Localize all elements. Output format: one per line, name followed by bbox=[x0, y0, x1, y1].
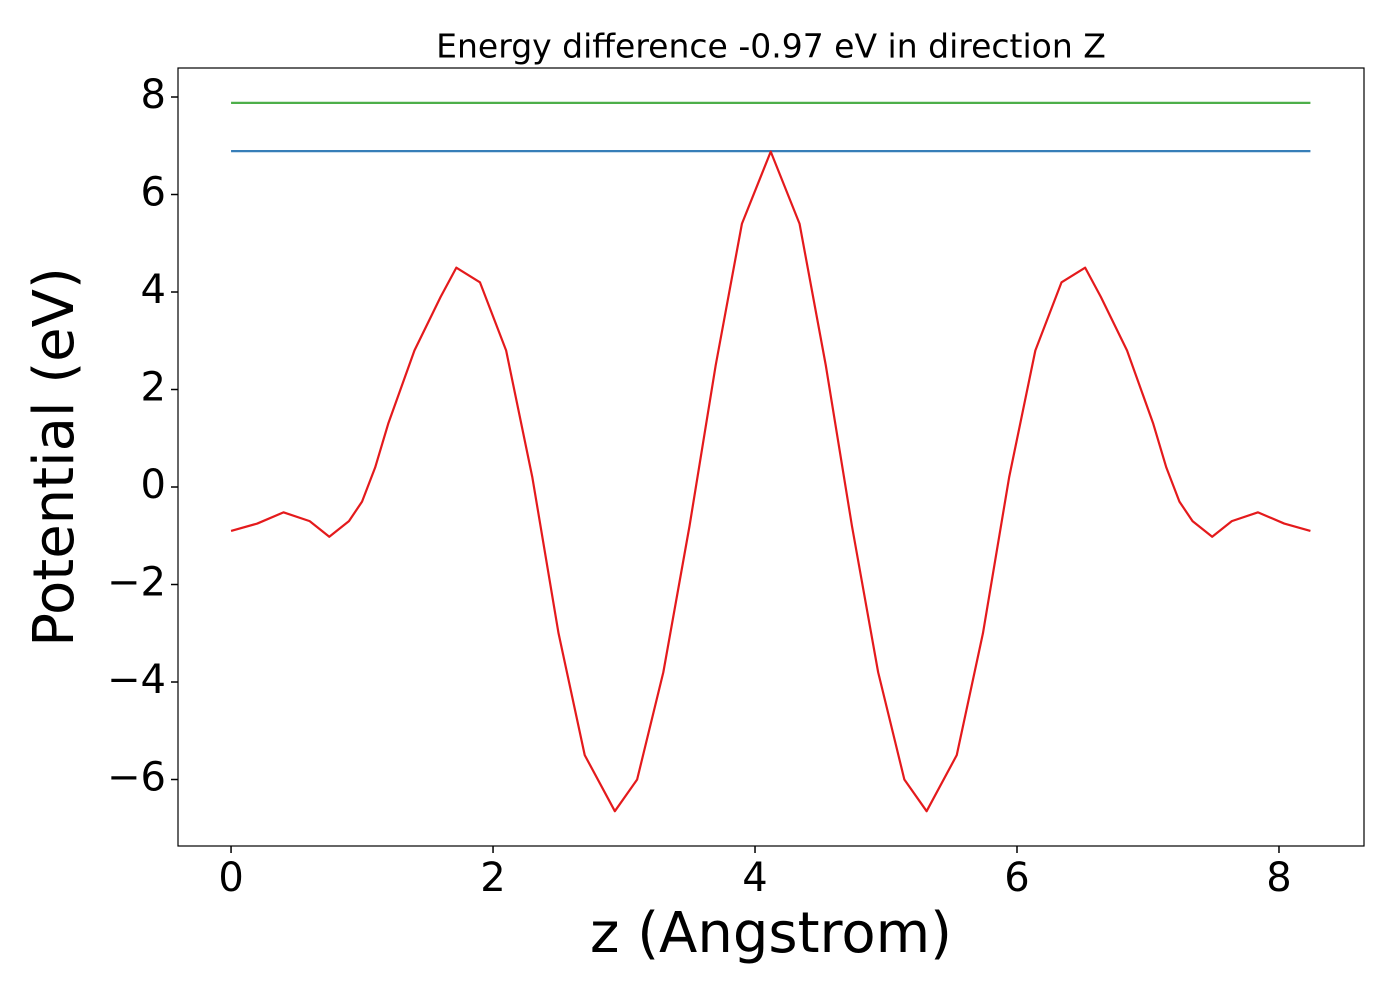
y-tick-label: 4 bbox=[141, 267, 166, 313]
x-axis-label: z (Angstrom) bbox=[590, 901, 952, 966]
y-tick-label: 2 bbox=[141, 365, 166, 411]
y-axis-label: Potential (eV) bbox=[22, 267, 87, 647]
line-series bbox=[230, 150, 1311, 813]
x-tick-label: 6 bbox=[1004, 855, 1029, 901]
x-tick-label: 0 bbox=[218, 855, 243, 901]
chart-title: Energy difference -0.97 eV in direction … bbox=[436, 27, 1106, 66]
x-tick-label: 2 bbox=[480, 855, 505, 901]
y-tick-label: −6 bbox=[107, 755, 166, 801]
x-tick-label: 8 bbox=[1266, 855, 1291, 901]
y-tick-label: −2 bbox=[107, 560, 166, 606]
y-tick-label: 8 bbox=[141, 72, 166, 118]
y-tick-label: 0 bbox=[141, 462, 166, 508]
y-tick-label: 6 bbox=[141, 170, 166, 216]
x-tick-label: 4 bbox=[742, 855, 767, 901]
plot-frame bbox=[177, 67, 1365, 847]
y-tick-label: −4 bbox=[107, 657, 166, 703]
